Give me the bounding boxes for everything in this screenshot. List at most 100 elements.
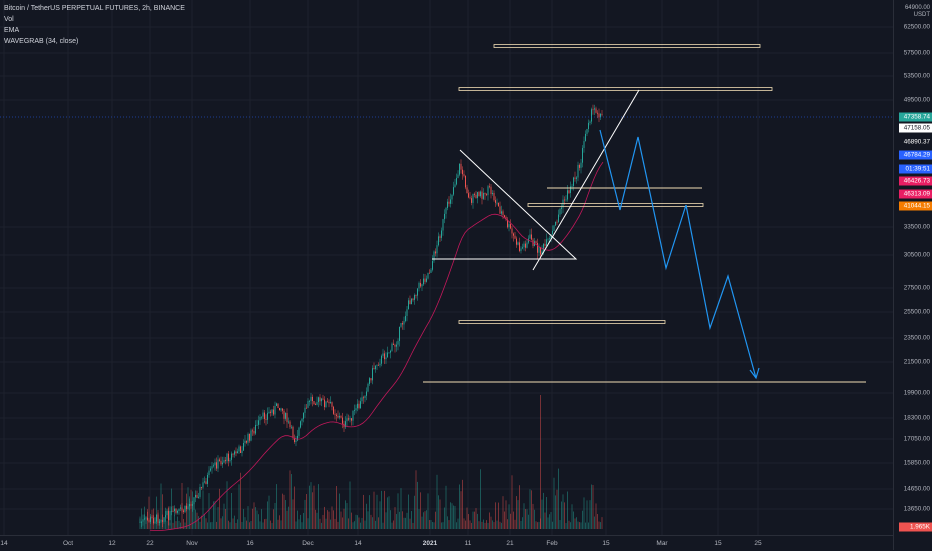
candle-body <box>376 364 378 366</box>
candle-body <box>474 193 475 195</box>
candle-body <box>222 462 223 465</box>
candle-body <box>595 108 597 113</box>
price-label: 21500.00 <box>903 358 930 366</box>
volume-bar <box>439 499 441 529</box>
candle-body <box>307 401 309 408</box>
candle-body <box>151 517 153 519</box>
candle-body <box>417 288 418 296</box>
volume-bar <box>295 521 297 529</box>
candle-body <box>235 451 237 454</box>
volume-bar <box>307 518 309 529</box>
user-drawings[interactable] <box>0 44 893 383</box>
candle-body <box>357 403 358 409</box>
wavegrab-indicator-label[interactable]: WAVEGRAB (34, close) <box>4 38 79 45</box>
volume-bar <box>577 521 579 529</box>
time-label: 25 <box>754 540 762 547</box>
volume-bar <box>214 501 216 529</box>
volume-bar <box>487 522 489 529</box>
candle-body <box>148 519 150 522</box>
volume-bar <box>492 520 493 529</box>
volume-bar <box>579 522 580 529</box>
candle-body <box>501 211 502 214</box>
volume-bar <box>573 511 574 529</box>
time-label: Nov <box>186 540 198 547</box>
volume-bar <box>462 479 463 529</box>
candle-body <box>259 416 261 421</box>
volume-bar <box>531 490 532 529</box>
candle-body <box>202 482 204 488</box>
volume-bar <box>592 485 594 529</box>
volume-bar <box>388 496 390 529</box>
price-label: 13650.00 <box>903 505 930 513</box>
candle-body <box>465 175 466 188</box>
candle-body <box>552 230 553 235</box>
volume-bar <box>369 495 370 529</box>
volume-bar <box>475 508 477 529</box>
candle-body <box>310 396 312 401</box>
price-tag: 46784.29 <box>899 150 932 160</box>
volume-bar <box>273 509 274 529</box>
volume-bar <box>222 516 223 529</box>
volume-bar <box>151 509 153 529</box>
volume-bar <box>177 516 178 529</box>
candle-body <box>373 368 375 370</box>
price-label: 53500.00 <box>903 72 930 80</box>
volume-bar <box>594 516 595 529</box>
volume-bar <box>478 521 480 529</box>
candle-body <box>483 193 484 199</box>
volume-bar <box>373 491 375 529</box>
candle-body <box>592 109 594 111</box>
symbol-title[interactable]: Bitcoin / TetherUS PERPETUAL FUTURES, 2h… <box>4 5 185 12</box>
volume-bar <box>268 495 270 529</box>
volume-bar <box>391 522 393 529</box>
volume-indicator-label[interactable]: Vol <box>4 16 14 23</box>
volume-bar <box>324 506 325 529</box>
ema-line <box>149 161 604 531</box>
volume-bar <box>378 517 379 529</box>
volume-bar <box>204 514 205 529</box>
volume-bar <box>423 512 424 529</box>
volume-bar <box>345 500 346 529</box>
candle-body <box>477 192 478 199</box>
candle-body <box>352 410 354 421</box>
candle-body <box>186 505 187 510</box>
candle-body <box>276 403 277 407</box>
candle-body <box>408 300 409 310</box>
candle-body <box>396 344 397 347</box>
candle-body <box>312 396 313 402</box>
candle-body <box>457 174 459 179</box>
volume-bar <box>312 492 313 529</box>
candle-body <box>346 418 348 422</box>
candle-body <box>187 506 189 510</box>
volume-bar <box>601 517 603 529</box>
volume-bar <box>229 522 231 529</box>
candle-body <box>526 242 528 248</box>
candle-body <box>301 418 303 422</box>
candle-body <box>583 141 585 148</box>
volume-bar <box>279 515 280 529</box>
price-tag: 47358.74 <box>899 112 932 122</box>
chart-legend: Bitcoin / TetherUS PERPETUAL FUTURES, 2h… <box>4 3 185 47</box>
candle-body <box>166 510 168 516</box>
price-axis[interactable]: 64900.00 USDT <box>893 0 932 550</box>
resistance-level-51500 <box>458 87 773 91</box>
candle-body <box>142 519 144 522</box>
axis-currency: 64900.00 USDT <box>905 5 930 19</box>
candle-body <box>549 238 550 240</box>
volume-bar <box>576 517 577 529</box>
candle-body <box>286 412 288 423</box>
volume-bar <box>366 503 367 529</box>
volume-bar <box>376 494 378 529</box>
axis-top-price: 64900.00 <box>904 5 930 11</box>
volume-bar <box>561 501 562 529</box>
candle-body <box>324 399 325 408</box>
volume-bar <box>244 517 246 529</box>
volume-bar <box>208 493 210 529</box>
volume-bar <box>309 485 310 529</box>
time-axis[interactable]: 14 Oct 12 22 Nov 16 Dec 14 2021 11 21 Feb 15 Mar 15 25 <box>0 535 893 551</box>
price-tag: 46426.73 <box>899 176 932 186</box>
volume-bar <box>253 502 255 529</box>
candle-body <box>505 217 507 220</box>
ema-indicator-label[interactable]: EMA <box>4 27 20 34</box>
